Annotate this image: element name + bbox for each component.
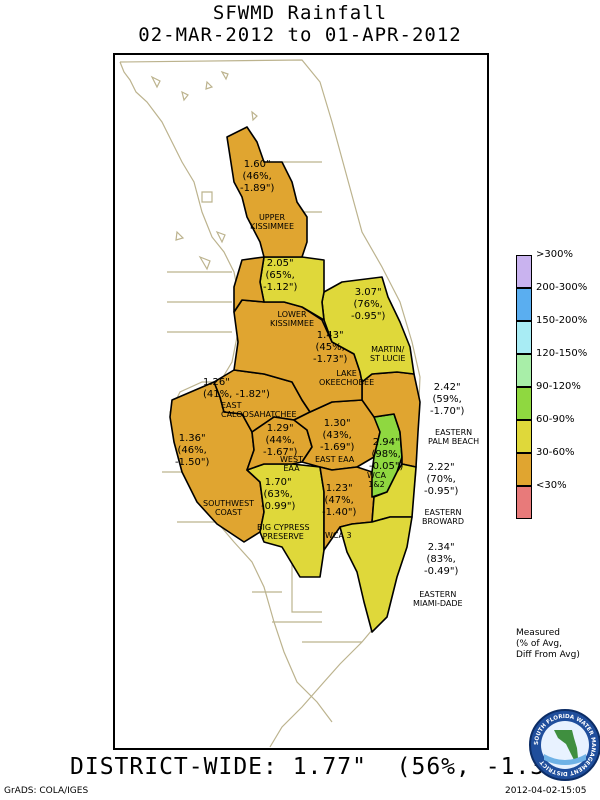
region-name-southwest-coast: SOUTHWEST COAST xyxy=(203,499,255,517)
region-label-eastern-broward: 2.22" (70%, -0.95") xyxy=(424,462,459,497)
measured-note-line: Measured xyxy=(516,628,560,638)
region-label-upper-kissimmee: 1.60" (46%, -1.89") xyxy=(240,159,275,194)
region-name-lower-kissimmee: LOWER KISSIMMEE xyxy=(270,310,315,328)
map-title: SFWMD Rainfall xyxy=(212,2,388,24)
region-label-wca-3: 1.23" (47%, -1.40") xyxy=(322,483,357,518)
legend-label: 90-120% xyxy=(536,381,581,392)
region-kissimmee-west xyxy=(233,256,265,313)
legend-label: >300% xyxy=(536,249,573,260)
region-name-eastern-miami-dade: EASTERN MIAMI-DADE xyxy=(413,590,463,608)
measured-note-line: (% of Avg, xyxy=(516,639,562,649)
legend-swatch xyxy=(516,255,532,288)
region-label-southwest-coast: 1.36" (46%, -1.50") xyxy=(175,433,210,468)
region-label-east-caloosahatchee: 1.26" (41%, -1.82") xyxy=(203,377,270,400)
legend-swatch xyxy=(516,288,532,321)
district-wide-summary: DISTRICT-WIDE: 1.77" (56%, -1.37") xyxy=(70,754,590,780)
region-label-lake-okeechobee: 1.43" (45%, -1.73") xyxy=(313,330,348,365)
measured-note: Measured (% of Avg, Diff From Avg) xyxy=(516,628,580,661)
region-big-cypress xyxy=(246,463,325,578)
region-eastern-broward xyxy=(371,463,417,523)
region-label-eastern-miami-dade: 2.34" (83%, -0.49") xyxy=(424,542,459,577)
legend-label: <30% xyxy=(536,480,567,491)
rainfall-map: 1.60" (46%, -1.89") UPPER KISSIMMEE 2.05"(… xyxy=(113,53,489,750)
region-name-east-caloosahatchee: EAST CALOOSAHATCHEE xyxy=(221,401,297,419)
region-name-big-cypress: BIG CYPRESS PRESERVE xyxy=(257,523,310,541)
region-upper-kissimmee xyxy=(226,126,308,258)
region-label-big-cypress: 1.70" (63%, -0.99") xyxy=(261,477,296,512)
region-label-lower-kissimmee: 2.05" (65%, -1.12") xyxy=(263,258,298,293)
legend-label: 120-150% xyxy=(536,348,588,359)
date-range-subtitle: 02-MAR-2012 to 01-APR-2012 xyxy=(138,24,462,46)
region-eastern-miami-dade xyxy=(339,516,413,633)
legend-label: 200-300% xyxy=(536,282,588,293)
region-name-martin-st-lucie: MARTIN/ ST LUCIE xyxy=(370,345,406,363)
legend-label: 30-60% xyxy=(536,447,575,458)
region-name-eastern-palm-beach: EASTERN PALM BEACH xyxy=(428,428,480,446)
region-name-upper-kissimmee: UPPER KISSIMMEE xyxy=(250,213,295,231)
region-name-west-eaa: WEST EAA xyxy=(280,455,303,473)
region-label-martin-st-lucie: 3.07" (76%, -0.95") xyxy=(351,287,386,322)
region-label-west-eaa: 1.29" (44%, -1.67") xyxy=(263,423,298,458)
legend-swatch xyxy=(516,486,532,519)
measured-note-line: Diff From Avg) xyxy=(516,650,580,660)
grads-credit: GrADS: COLA/IGES xyxy=(4,786,89,796)
region-name-wca-3: WCA 3 xyxy=(325,531,352,540)
legend-swatch xyxy=(516,453,532,486)
region-name-east-eaa: EAST EAA xyxy=(315,455,355,464)
legend-label: 150-200% xyxy=(536,315,588,326)
legend-swatch xyxy=(516,354,532,387)
region-name-wca-1-2: WCA 1&2 xyxy=(367,471,386,489)
legend-swatch xyxy=(516,420,532,453)
region-label-eastern-palm-beach: 2.42" (59%, -1.70") xyxy=(430,382,465,417)
region-label-wca-1-2: 2.94" (98%, -0.05") xyxy=(369,437,404,472)
legend-swatch xyxy=(516,387,532,420)
region-name-lake-okeechobee: LAKE OKEECHOBEE xyxy=(319,369,375,387)
legend-label: 60-90% xyxy=(536,414,575,425)
legend-swatch xyxy=(516,321,532,354)
region-name-eastern-broward: EASTERN BROWARD xyxy=(422,508,465,526)
timestamp: 2012-04-02-15:05 xyxy=(505,786,587,796)
region-label-east-eaa: 1.30" (43%, -1.69") xyxy=(320,418,355,453)
sfwmd-seal-logo: SOUTH FLORIDA WATER MANAGEMENT DISTRICT xyxy=(529,709,600,781)
